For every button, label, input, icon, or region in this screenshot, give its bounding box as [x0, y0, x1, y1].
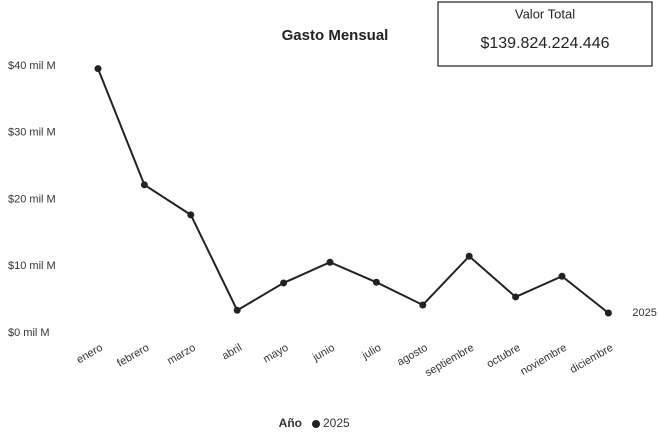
- chart-title: Gasto Mensual: [282, 27, 389, 44]
- y-tick-label: $10 mil M: [8, 260, 56, 272]
- y-tick-label: $30 mil M: [8, 127, 56, 139]
- legend-marker: [312, 420, 320, 428]
- y-tick-label: $20 mil M: [8, 193, 56, 205]
- card-box: [437, 1, 653, 67]
- point: [326, 258, 334, 266]
- point: [280, 279, 288, 287]
- point: [233, 306, 241, 314]
- point: [187, 211, 195, 219]
- point: [372, 278, 380, 286]
- line: [97, 68, 610, 314]
- point: [558, 272, 566, 280]
- series-end-label: 2025: [632, 307, 656, 319]
- y-tick-label: $40 mil M: [8, 60, 56, 72]
- legend-label: 2025: [323, 416, 350, 430]
- point: [94, 65, 102, 73]
- card-title: Valor Total: [515, 6, 575, 21]
- card-value: $139.824.224.446: [480, 35, 609, 52]
- point: [465, 252, 473, 260]
- y-tick-label: $0 mil M: [8, 327, 50, 339]
- legend-title: Año: [279, 416, 302, 430]
- point: [140, 181, 148, 189]
- point: [512, 293, 520, 301]
- point: [419, 301, 427, 309]
- point: [604, 309, 612, 317]
